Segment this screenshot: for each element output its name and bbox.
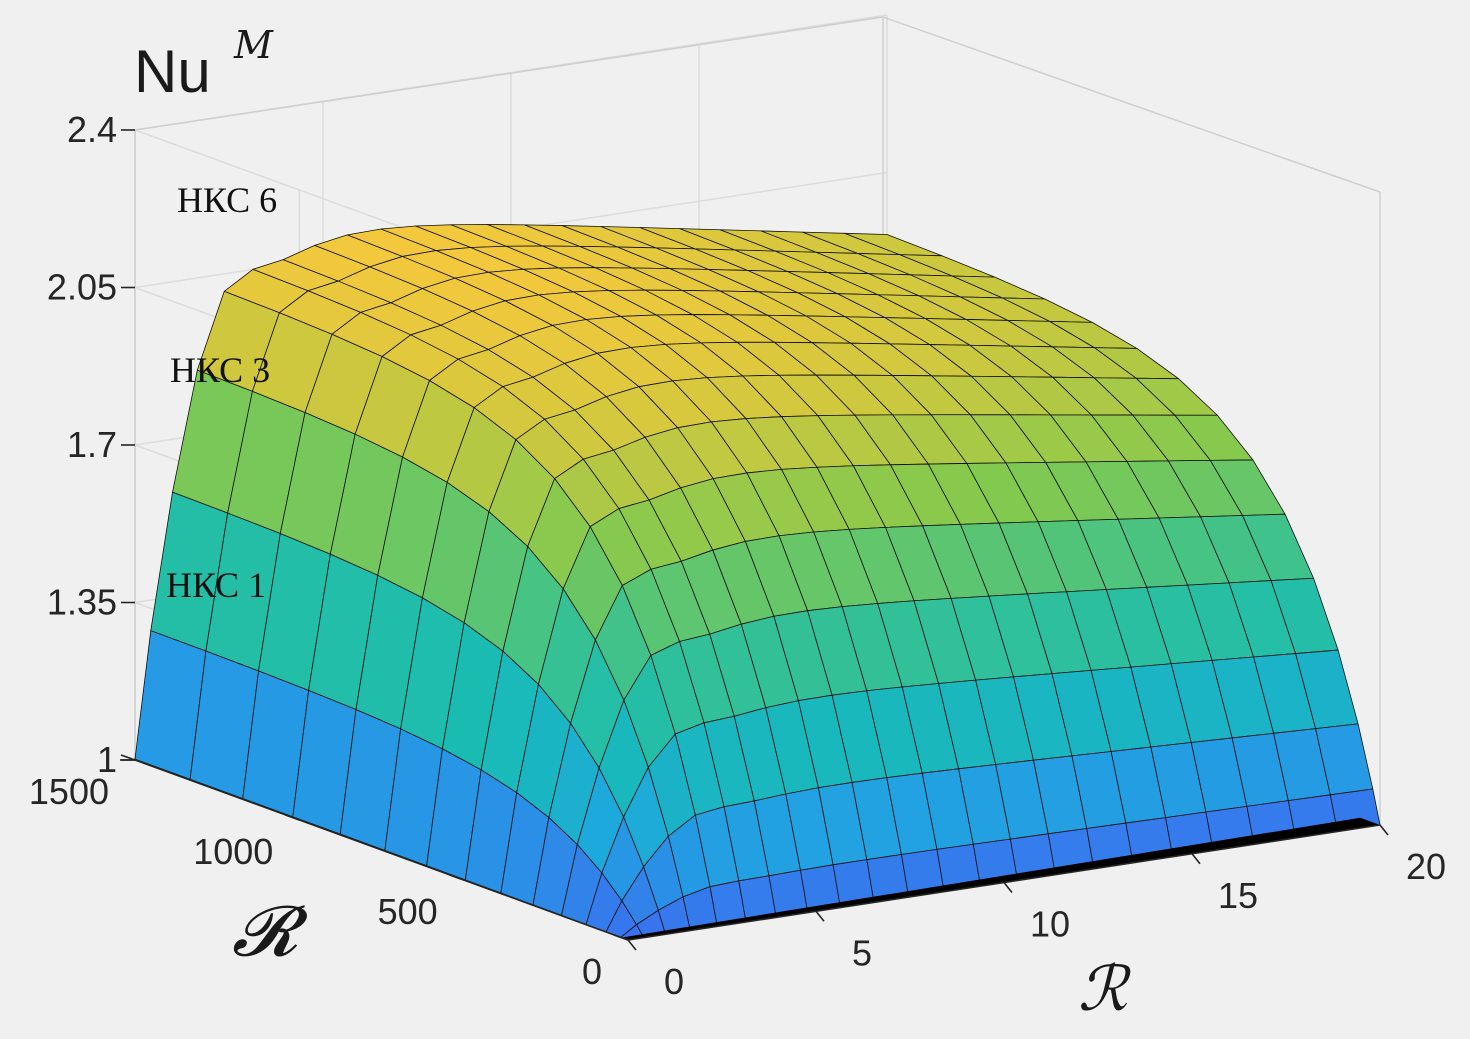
z-axis-label: Nu [134, 38, 211, 105]
surfaces [134, 224, 1381, 941]
z-tick-label: 2.05 [47, 267, 117, 308]
z-tick-label: 1.7 [67, 424, 117, 465]
x-tick-label: 0 [664, 961, 684, 1002]
x-tick [1191, 853, 1201, 865]
r-tick-label: 0 [582, 951, 602, 992]
r-tick-label: 500 [378, 891, 438, 932]
z-tick-label: 1 [97, 739, 117, 780]
r-tick [285, 814, 300, 821]
annotation-nks1: НКС 1 [166, 565, 266, 605]
x-tick-label: 20 [1406, 846, 1446, 887]
r-axis-label: 𝓡 [232, 890, 309, 972]
r-tick-label: 1500 [29, 771, 109, 812]
x-tick [627, 939, 637, 951]
z-tick-label: 2.4 [67, 109, 117, 150]
r-tick [120, 754, 136, 761]
x-axis-label: ℛ [1078, 952, 1132, 1025]
floor-edge [621, 817, 1380, 940]
x-tick [815, 910, 825, 922]
x-tick-label: 15 [1218, 875, 1258, 916]
ticks: 1 1.35 1.7 2.05 2.4 0 500 1000 1500 0 5 10 15 20 [29, 109, 1446, 1002]
z-axis-label-superscript: M [233, 23, 274, 67]
annotation-nks3: НКС 3 [170, 350, 270, 390]
r-tick [449, 874, 464, 881]
x-tick-label: 10 [1030, 904, 1070, 945]
r-tick [613, 934, 629, 941]
x-tick [1379, 824, 1389, 836]
x-tick-label: 5 [852, 932, 872, 973]
r-tick-label: 1000 [193, 831, 273, 872]
x-tick [1003, 882, 1013, 893]
annotation-nks6: НКС 6 [177, 180, 277, 220]
z-tick-label: 1.35 [47, 582, 117, 623]
surface-нкс-6 [134, 224, 1381, 941]
